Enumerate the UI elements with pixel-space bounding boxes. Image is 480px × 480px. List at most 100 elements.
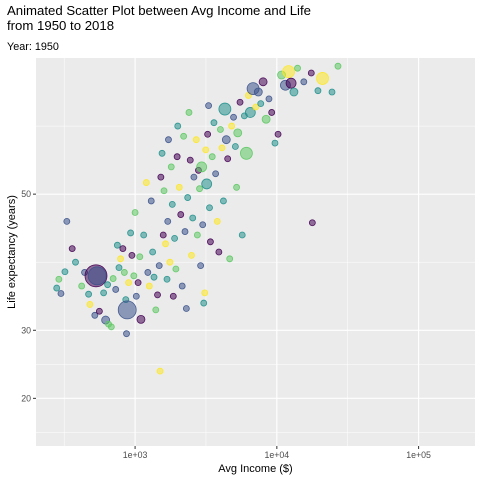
data-point (282, 65, 295, 79)
data-point (164, 217, 172, 225)
data-point (91, 311, 99, 319)
data-point (252, 103, 260, 111)
data-point (165, 136, 172, 144)
data-point (200, 299, 208, 307)
data-point (57, 290, 65, 297)
data-point (208, 153, 216, 161)
data-point (199, 221, 207, 229)
data-point (180, 132, 188, 140)
major-gridlines (36, 58, 475, 446)
data-point (188, 252, 195, 259)
x-tick-label: 1e+03 (123, 450, 148, 460)
data-point (172, 265, 180, 273)
data-point (210, 119, 218, 127)
data-point (149, 248, 157, 256)
data-point (131, 209, 139, 216)
data-point (268, 109, 276, 116)
y-axis: 20 30 50 (21, 189, 36, 403)
data-point (307, 69, 315, 77)
x-axis-title: Avg Income ($) (218, 463, 292, 475)
data-point (253, 87, 263, 97)
x-tick-label: 1e+04 (264, 450, 289, 460)
data-point (334, 62, 342, 70)
data-point (144, 269, 152, 276)
data-point (63, 217, 71, 225)
data-point (226, 255, 234, 263)
data-point (205, 102, 212, 110)
data-point (100, 289, 108, 297)
data-point (134, 279, 142, 287)
data-point (177, 211, 185, 218)
data-point (68, 245, 76, 252)
data-point (128, 252, 136, 259)
data-point (113, 241, 121, 249)
data-point (186, 156, 194, 164)
data-point (162, 240, 169, 248)
data-point (233, 128, 243, 138)
data-point (204, 130, 212, 138)
data-point (130, 272, 138, 280)
y-axis-title: Life expectancy (years) (6, 195, 18, 309)
data-point (190, 173, 198, 181)
data-point (236, 98, 244, 106)
data-point (86, 301, 94, 308)
data-point (175, 183, 183, 191)
data-point (166, 258, 174, 266)
data-point (157, 173, 165, 181)
data-point (230, 113, 237, 121)
data-point (202, 146, 210, 154)
data-point (117, 255, 124, 263)
data-point (78, 282, 86, 290)
data-point (169, 292, 177, 300)
data-point (294, 64, 301, 72)
data-point (174, 122, 182, 130)
data-point (189, 214, 197, 222)
data-point (115, 264, 123, 272)
y-tick-label: 30 (21, 325, 31, 335)
data-point (201, 178, 213, 190)
data-point (285, 77, 297, 89)
data-point (171, 234, 178, 242)
data-point (215, 248, 223, 256)
chart-subtitle: Year: 1950 (7, 41, 59, 53)
data-point (125, 279, 132, 287)
data-point (314, 87, 322, 95)
data-point (168, 200, 176, 208)
data-point (207, 238, 214, 246)
data-point (192, 136, 200, 144)
data-point (233, 183, 240, 191)
data-point (238, 231, 246, 239)
minor-gridlines (36, 58, 475, 446)
data-point (221, 135, 231, 145)
data-point (271, 139, 279, 147)
data-point (328, 88, 336, 96)
data-point (274, 130, 282, 138)
data-points (53, 62, 342, 375)
data-point (265, 95, 273, 103)
data-point (181, 228, 189, 235)
data-point (197, 262, 205, 270)
data-point (152, 306, 160, 314)
data-point (289, 87, 299, 97)
data-point (150, 273, 158, 281)
data-point (155, 262, 163, 270)
data-point (142, 179, 150, 186)
data-point (308, 219, 316, 227)
data-point (72, 258, 79, 266)
data-point (107, 323, 115, 331)
data-point (132, 292, 140, 300)
data-point (163, 275, 171, 283)
data-point (167, 163, 175, 171)
data-point (300, 78, 308, 86)
data-point (154, 291, 161, 299)
y-tick-label: 20 (21, 393, 31, 403)
data-point (218, 144, 226, 152)
data-point (193, 231, 201, 239)
data-point (184, 194, 192, 201)
data-point (213, 217, 221, 225)
data-point (158, 149, 166, 157)
data-point (244, 107, 256, 118)
data-point (316, 72, 329, 85)
data-point (196, 185, 203, 193)
